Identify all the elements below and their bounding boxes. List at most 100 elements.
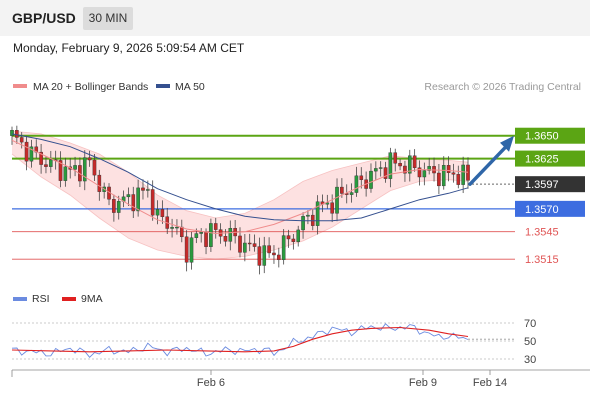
candle-body: [170, 227, 174, 229]
candle-body: [189, 237, 194, 263]
candle-body: [456, 174, 461, 185]
candle-body: [92, 159, 97, 176]
candle-body: [393, 152, 398, 164]
ma50-line: [11, 133, 469, 222]
level-tag-1.3625: [515, 150, 585, 167]
x-tick-label: Feb 6: [197, 377, 225, 389]
candle-body: [388, 152, 393, 179]
candle-body: [466, 164, 470, 181]
candle-body: [315, 201, 320, 226]
legend-ma20-swatch: [13, 84, 27, 88]
candle-body: [116, 201, 121, 213]
candle-body: [49, 159, 53, 167]
candle-body: [44, 164, 48, 167]
legend-rsi-swatch: [13, 297, 27, 301]
candle-body: [446, 165, 451, 173]
candle-body: [427, 166, 431, 171]
level-label-1.3597: 1.3597: [525, 179, 559, 191]
candle-body: [252, 243, 257, 247]
candle-body: [155, 209, 160, 216]
candle-body: [412, 155, 417, 168]
candle-body: [257, 246, 262, 266]
candle-body: [126, 194, 131, 198]
candle-body: [238, 235, 242, 253]
credit-label: Research © 2026 Trading Central: [424, 81, 581, 93]
candle-body: [29, 146, 34, 162]
chart-header: GBP/USD 30 MIN: [0, 0, 590, 36]
candle-body: [73, 165, 77, 170]
candle-body: [291, 238, 296, 242]
candle-body: [141, 187, 145, 191]
candle-body: [10, 130, 14, 136]
candle-body: [340, 186, 344, 194]
candle-body: [199, 232, 203, 234]
candle-body: [267, 245, 271, 254]
level-label-1.3570: 1.3570: [525, 204, 559, 216]
candle-body: [213, 223, 218, 230]
candle-body: [247, 242, 252, 245]
candle-body: [378, 167, 383, 169]
x-tick-label: Feb 9: [409, 377, 437, 389]
candle-body: [403, 165, 407, 174]
candle-body: [407, 155, 412, 174]
candle-body: [209, 223, 213, 247]
level-tag-1.3570: [515, 200, 585, 217]
candle-body: [369, 170, 373, 189]
bollinger-upper-line: [11, 130, 469, 219]
candle-body: [131, 194, 136, 212]
candle-body: [281, 235, 286, 260]
candle-body: [15, 130, 19, 138]
timeframe-button[interactable]: 30 MIN: [83, 7, 133, 30]
level-tag-1.3597: [515, 176, 585, 193]
candle-body: [82, 157, 87, 182]
candle-body: [272, 252, 276, 256]
candle-body: [58, 160, 63, 181]
candle-body: [204, 232, 208, 247]
datetime-label: Monday, February 9, 2026 5:09:54 AM CET: [13, 41, 245, 55]
legend-rsi-label: RSI: [32, 293, 50, 305]
currency-pair: GBP/USD: [12, 10, 76, 26]
x-tick-label: Feb 14: [473, 377, 507, 389]
candle-body: [262, 245, 267, 266]
candle-body: [417, 167, 422, 178]
forecast-arrow-head: [500, 135, 514, 152]
candle-body: [441, 165, 446, 187]
candle-body: [184, 236, 189, 263]
candle-body: [150, 189, 155, 216]
candle-body: [374, 168, 378, 172]
candle-body: [359, 175, 364, 180]
legend-9ma-swatch: [62, 297, 76, 301]
rsi-line: [11, 323, 469, 358]
candle-body: [97, 174, 102, 192]
level-label-1.3625: 1.3625: [525, 154, 559, 166]
candle-body: [146, 189, 150, 191]
candle-body: [422, 170, 427, 178]
level-label-1.3515: 1.3515: [525, 254, 559, 266]
candle-body: [451, 172, 456, 175]
level-tag-1.3650: [515, 127, 585, 144]
candle-body: [39, 151, 43, 165]
candle-body: [112, 199, 116, 213]
candle-body: [87, 157, 92, 161]
bollinger-band-fill: [12, 131, 468, 260]
candle-body: [179, 226, 184, 238]
candle-body: [175, 226, 179, 229]
candle-body: [461, 164, 465, 185]
legend-ma-bb-label: MA 20 + Bollinger Bands: [33, 81, 148, 93]
ma20-line: [11, 139, 469, 235]
candle-body: [63, 166, 68, 181]
candle-body: [24, 141, 29, 162]
legend-ma50-label: MA 50: [175, 81, 205, 93]
legend-ma50-swatch: [156, 84, 170, 88]
candle-body: [349, 192, 354, 195]
candle-body: [243, 242, 247, 253]
rsi-tick-50: 50: [524, 336, 536, 348]
candle-body: [136, 187, 140, 212]
legend-9ma-label: 9MA: [81, 293, 103, 305]
candle-body: [286, 235, 291, 240]
candle-body: [354, 175, 359, 193]
candle-body: [306, 214, 310, 217]
candle-body: [223, 236, 228, 242]
